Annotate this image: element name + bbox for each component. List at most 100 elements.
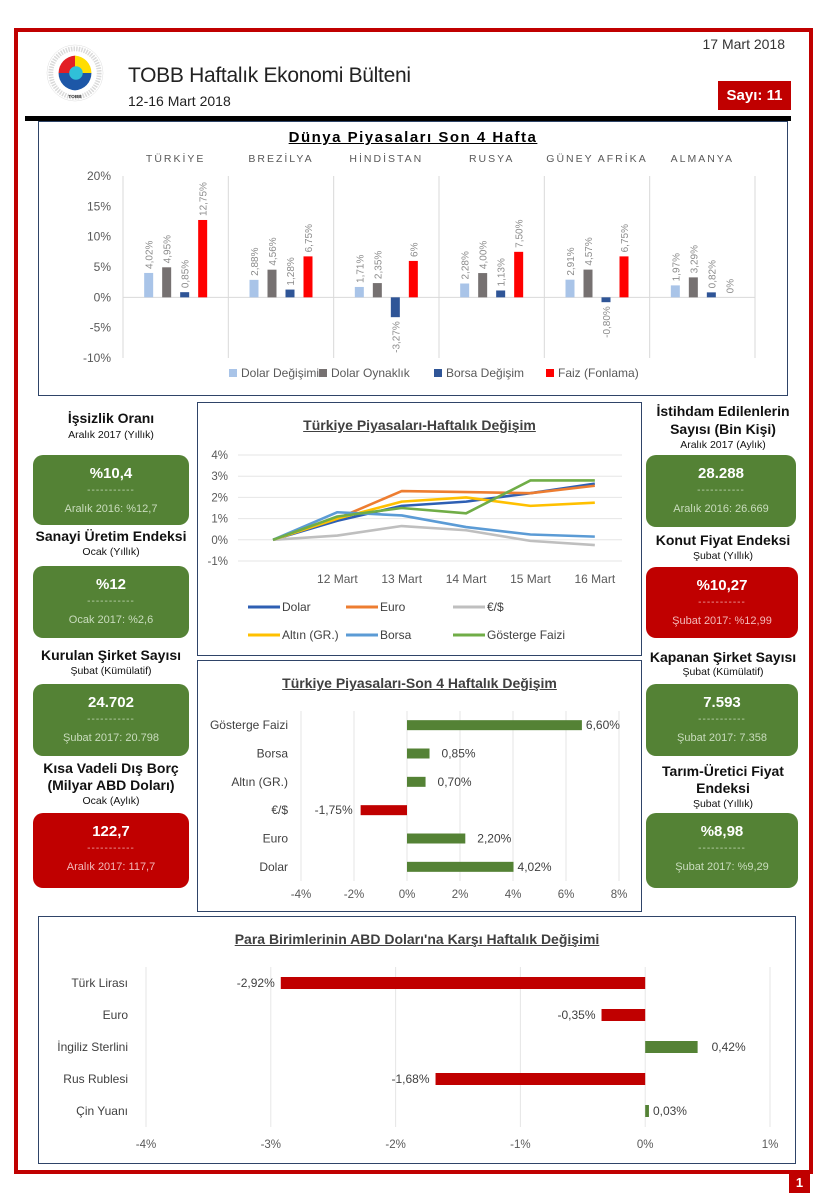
series-line (272, 496, 595, 542)
card-separator: ----------- (87, 714, 135, 725)
card-value: 7.593 (703, 694, 741, 711)
card-previous: Aralık 2016: %12,7 (64, 503, 158, 515)
card-separator: ----------- (698, 843, 746, 854)
x-tick-label: -1% (510, 1139, 530, 1151)
bar (478, 273, 488, 298)
data-label: -1,75% (315, 803, 353, 817)
card-title-line2: Sayısı (Bin Kişi) (670, 421, 776, 437)
bar (565, 279, 575, 298)
card-previous: Aralık 2016: 26.669 (673, 503, 769, 515)
y-tick-label: 0% (94, 290, 112, 304)
bar (670, 285, 680, 298)
y-tick-label: 10% (87, 230, 111, 244)
data-label: 0,85% (442, 747, 476, 761)
x-tick-label: -3% (261, 1139, 281, 1151)
legend-label: Faiz (Fonlama) (558, 366, 639, 380)
y-tick-label: 20% (87, 169, 111, 183)
data-label: 0,70% (438, 775, 472, 789)
x-tick-label: -2% (344, 889, 364, 901)
card-title: Kapanan Şirket Sayısı (649, 649, 797, 665)
data-label: 4,56% (268, 237, 279, 265)
legend-label: Borsa (380, 628, 412, 642)
x-tick-label: -2% (385, 1139, 405, 1151)
bar (180, 292, 190, 298)
category-label: €/$ (271, 803, 288, 817)
card-subtitle: Ocak (Aylık) (82, 795, 140, 807)
card-value-box: %10,4 ----------- Aralık 2016: %12,7 (33, 455, 189, 525)
y-tick-label: 5% (94, 260, 112, 274)
card-value-box: 122,7 ----------- Aralık 2017: 117,7 (33, 813, 189, 888)
bar (303, 256, 313, 298)
category-label: Euro (103, 1008, 129, 1022)
legend-label: Euro (380, 600, 406, 614)
legend-label: Altın (GR.) (282, 628, 339, 642)
legend-swatch (319, 369, 327, 377)
turkey-weekly-chart-title: Türkiye Piyasaları-Haftalık Değişim (303, 417, 536, 433)
card-title: Tarım-Üretici Fiyat (662, 763, 784, 779)
x-tick-label: 13 Mart (381, 572, 422, 586)
data-label: 12,75% (199, 182, 210, 216)
category-label: Rus Rublesi (63, 1072, 128, 1086)
legend-swatch (546, 369, 554, 377)
bar (162, 267, 172, 298)
series-line (272, 524, 595, 547)
data-label: 1,28% (286, 257, 297, 285)
card-value: %12 (95, 576, 127, 593)
x-tick-label: 12 Mart (317, 572, 358, 586)
card-previous: Şubat 2017: 7.358 (677, 732, 767, 744)
y-tick-label: 15% (87, 199, 111, 213)
data-label: 0,82% (707, 260, 718, 288)
card-separator: ----------- (697, 485, 745, 496)
bar (514, 251, 524, 298)
bulletin-date: 17 Mart 2018 (702, 36, 786, 52)
card-value: %10,4 (89, 465, 133, 482)
data-label: 4,02% (518, 860, 552, 874)
data-label: -1,68% (392, 1072, 430, 1086)
category-label: Dolar (259, 860, 288, 874)
data-label: 1,71% (355, 254, 366, 282)
card-subtitle: Şubat (Kümülatif) (682, 666, 764, 678)
card-previous: Aralık 2017: 117,7 (66, 861, 156, 873)
turkey-4week-bar-chart-box: Türkiye Piyasaları-Son 4 Haftalık Değişi… (197, 660, 642, 912)
world-markets-chart-box: Dünya Piyasaları Son 4 Hafta 20% 15% 10% 5%… (38, 121, 788, 396)
data-label: -0,35% (557, 1008, 595, 1022)
card-value: %10,27 (696, 577, 748, 594)
turkey-weekly-line-chart: 4% 3% 2% 1% 0% -1% 12 Mart 13 Mart 14 Mart 15 Mar… (208, 450, 622, 642)
card-value-box: %10,27 ----------- Şubat 2017: %12,99 (646, 567, 798, 638)
data-label: 6,75% (304, 224, 315, 252)
bar (496, 290, 506, 298)
category-label: Euro (263, 832, 289, 846)
turkey-4week-chart-title: Türkiye Piyasaları-Son 4 Haftalık Değişi… (282, 675, 557, 691)
data-label: 1,13% (497, 258, 508, 286)
card-title-line2: Endeksi (696, 780, 750, 796)
issue-badge: Sayı: 11 (718, 81, 791, 110)
data-label: 0% (725, 279, 736, 294)
bar (407, 748, 430, 759)
card-previous: Şubat 2017: %9,29 (675, 861, 769, 873)
data-label: 1,97% (671, 253, 682, 281)
card-subtitle: Şubat (Kümülatif) (70, 665, 152, 677)
category-label: Borsa (257, 747, 289, 761)
data-label: 4,95% (163, 235, 174, 263)
card-subtitle: Aralık 2017 (Yıllık) (68, 429, 154, 441)
category-label: BREZİLYA (248, 152, 313, 165)
currency-vs-usd-chart-box: Para Birimlerinin ABD Doları'na Karşı Ha… (38, 916, 796, 1164)
bar (706, 292, 716, 298)
bar (645, 1041, 698, 1053)
card-title: Kısa Vadeli Dış Borç (43, 760, 179, 776)
data-label: 0,42% (712, 1040, 746, 1054)
x-tick-label: 0% (399, 889, 416, 901)
legend-label: Borsa Değişim (446, 366, 524, 380)
bar (407, 720, 582, 731)
card-value-box: %8,98 ----------- Şubat 2017: %9,29 (646, 813, 798, 888)
data-label: 2,20% (477, 832, 511, 846)
currency-vs-usd-chart-title: Para Birimlerinin ABD Doları'na Karşı Ha… (234, 931, 600, 947)
data-label: 3,29% (689, 245, 700, 273)
card-title: Kurulan Şirket Sayısı (40, 647, 182, 663)
card-title: İstihdam Edilenlerin (656, 403, 790, 419)
tobb-logo: TOBB (46, 44, 104, 102)
card-title: Sanayi Üretim Endeksi (35, 528, 187, 544)
card-value: %8,98 (700, 823, 744, 840)
series-line (272, 479, 595, 542)
data-label: 6% (409, 242, 420, 257)
